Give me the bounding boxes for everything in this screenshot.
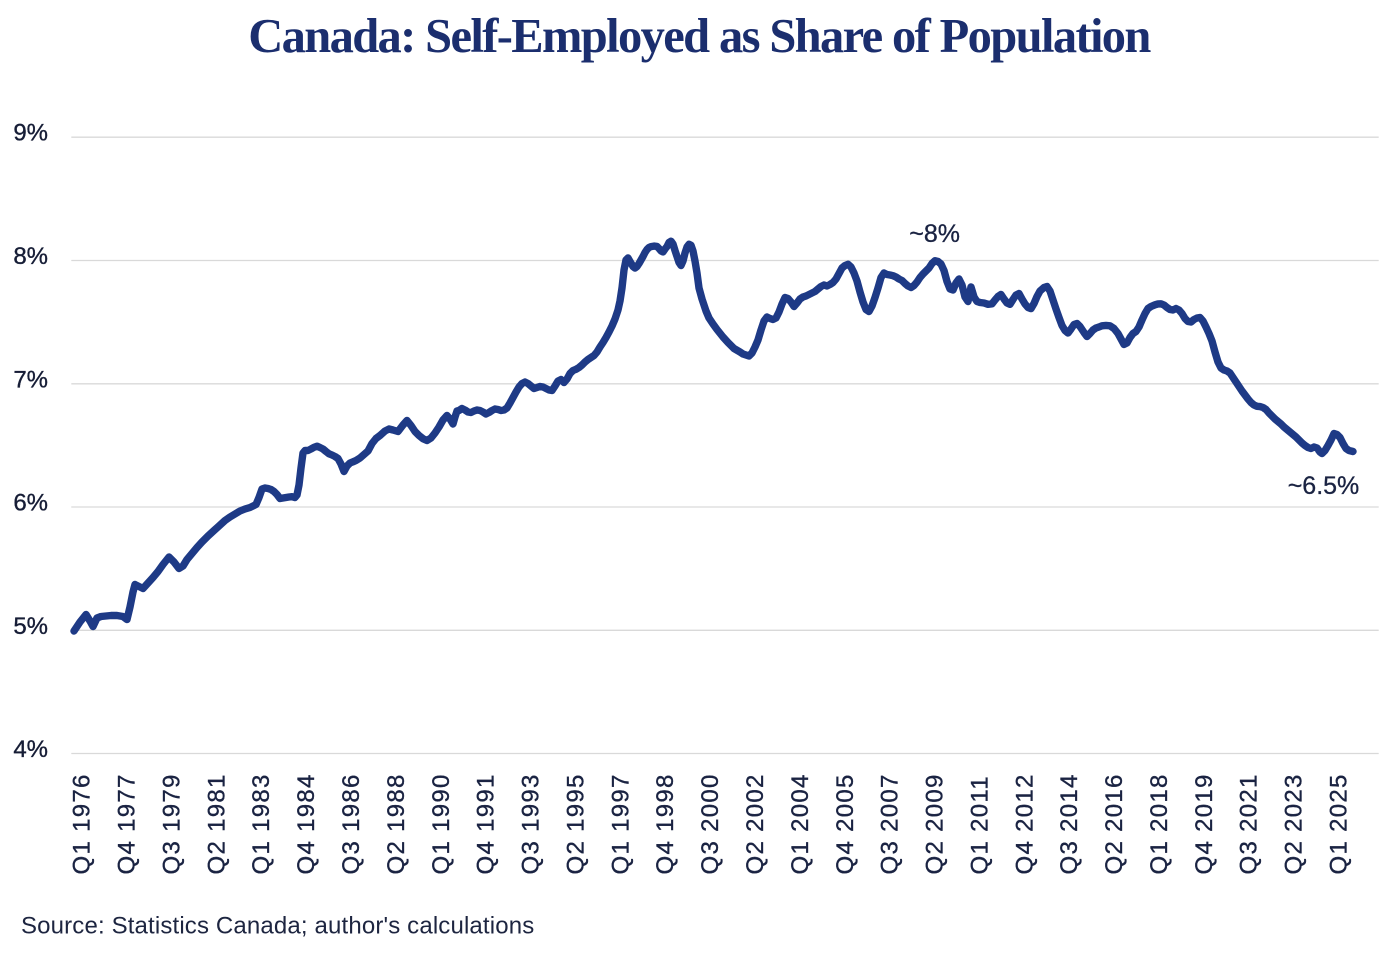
svg-text:Q3 1986: Q3 1986 [338, 773, 365, 874]
svg-text:Q4 1984: Q4 1984 [293, 773, 320, 874]
svg-text:5%: 5% [13, 613, 48, 640]
svg-text:Q2 2002: Q2 2002 [742, 773, 769, 874]
svg-text:Q4 2012: Q4 2012 [1011, 773, 1038, 874]
svg-text:7%: 7% [13, 366, 48, 393]
svg-text:Q2 2016: Q2 2016 [1101, 773, 1128, 874]
svg-text:Q4 2019: Q4 2019 [1191, 773, 1218, 874]
svg-text:~8%: ~8% [909, 220, 960, 248]
svg-text:Canada: Self-Employed as Share: Canada: Self-Employed as Share of Popula… [248, 10, 1151, 63]
svg-text:8%: 8% [13, 243, 48, 270]
svg-text:Q1 2011: Q1 2011 [966, 775, 993, 874]
svg-text:Q3 2007: Q3 2007 [877, 773, 904, 874]
svg-text:Q3 2021: Q3 2021 [1236, 773, 1263, 874]
svg-text:Q1 1997: Q1 1997 [607, 773, 634, 874]
svg-text:Q1 2018: Q1 2018 [1146, 773, 1173, 874]
svg-text:Q1 2025: Q1 2025 [1326, 773, 1353, 874]
svg-text:Q1 1976: Q1 1976 [69, 773, 96, 874]
svg-text:Q2 2023: Q2 2023 [1281, 773, 1308, 874]
svg-text:Q4 1998: Q4 1998 [652, 773, 679, 874]
svg-text:Q2 1995: Q2 1995 [562, 773, 589, 874]
svg-text:Q2 2009: Q2 2009 [922, 773, 949, 874]
svg-text:Q3 1979: Q3 1979 [159, 773, 186, 874]
svg-text:~6.5%: ~6.5% [1288, 472, 1360, 500]
svg-text:4%: 4% [13, 736, 48, 763]
svg-text:Q1 1990: Q1 1990 [428, 773, 455, 874]
svg-text:Q1 1983: Q1 1983 [248, 773, 275, 874]
svg-text:Q2 1988: Q2 1988 [383, 773, 410, 874]
svg-text:9%: 9% [13, 120, 48, 147]
svg-text:6%: 6% [13, 490, 48, 517]
svg-text:Q2 1981: Q2 1981 [203, 773, 230, 874]
svg-text:Q4 2005: Q4 2005 [832, 773, 859, 874]
svg-text:Q3 1993: Q3 1993 [518, 773, 545, 874]
svg-text:Source: Statistics Canada; aut: Source: Statistics Canada; author's calc… [21, 913, 534, 940]
svg-text:Q1 2004: Q1 2004 [787, 773, 814, 874]
svg-text:Q3 2014: Q3 2014 [1056, 773, 1083, 874]
svg-text:Q4 1991: Q4 1991 [473, 773, 500, 874]
svg-text:Q3 2000: Q3 2000 [697, 773, 724, 874]
svg-text:Q4 1977: Q4 1977 [114, 773, 141, 874]
